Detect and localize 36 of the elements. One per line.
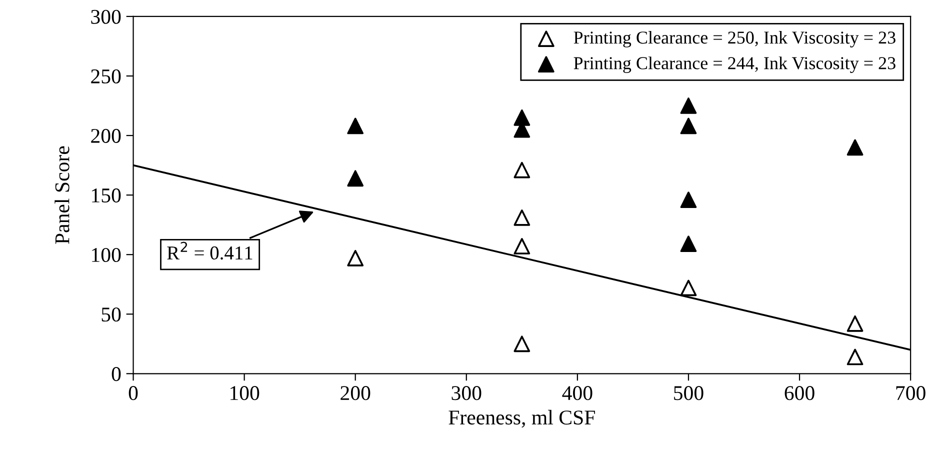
point	[514, 238, 530, 254]
x-tick-label: 0	[128, 386, 138, 400]
y-tick-label: 0	[112, 367, 121, 382]
x-tick-label: 400	[562, 386, 592, 400]
point	[514, 162, 530, 178]
point	[846, 315, 864, 332]
legend-label: Printing Clearance = 244, Ink Viscosity = 23	[574, 56, 896, 73]
point	[846, 348, 864, 366]
point	[347, 118, 364, 134]
point	[680, 236, 697, 252]
x-axis-title: Freeness, ml CSF	[448, 410, 595, 428]
point	[514, 109, 530, 126]
legend-label: Printing Clearance = 250, Ink Viscosity = 23	[574, 31, 896, 48]
y-tick-label: 250	[91, 69, 121, 84]
y-axis-title: Panel Score	[54, 146, 70, 244]
x-tick-label: 300	[452, 386, 482, 400]
y-tick-label: 150	[92, 188, 121, 202]
point	[680, 280, 697, 296]
point	[846, 139, 864, 156]
point	[347, 170, 364, 187]
y-tick-label: 50	[102, 307, 121, 322]
y-tick-label: 300	[91, 10, 121, 24]
x-tick-label: 200	[340, 386, 370, 400]
point	[514, 336, 530, 352]
point	[680, 118, 697, 134]
x-tick-label: 700	[896, 386, 926, 400]
point	[680, 192, 697, 208]
y-tick-label: 200	[91, 128, 121, 143]
x-tick-label: 100	[230, 386, 260, 400]
point	[680, 98, 697, 114]
point	[514, 209, 530, 226]
x-tick-label: 500	[674, 386, 704, 400]
annotation: R$^{2}$ = 0.411	[167, 242, 252, 260]
point	[347, 250, 364, 266]
y-tick-label: 100	[92, 248, 121, 262]
x-tick-label: 600	[784, 386, 814, 400]
